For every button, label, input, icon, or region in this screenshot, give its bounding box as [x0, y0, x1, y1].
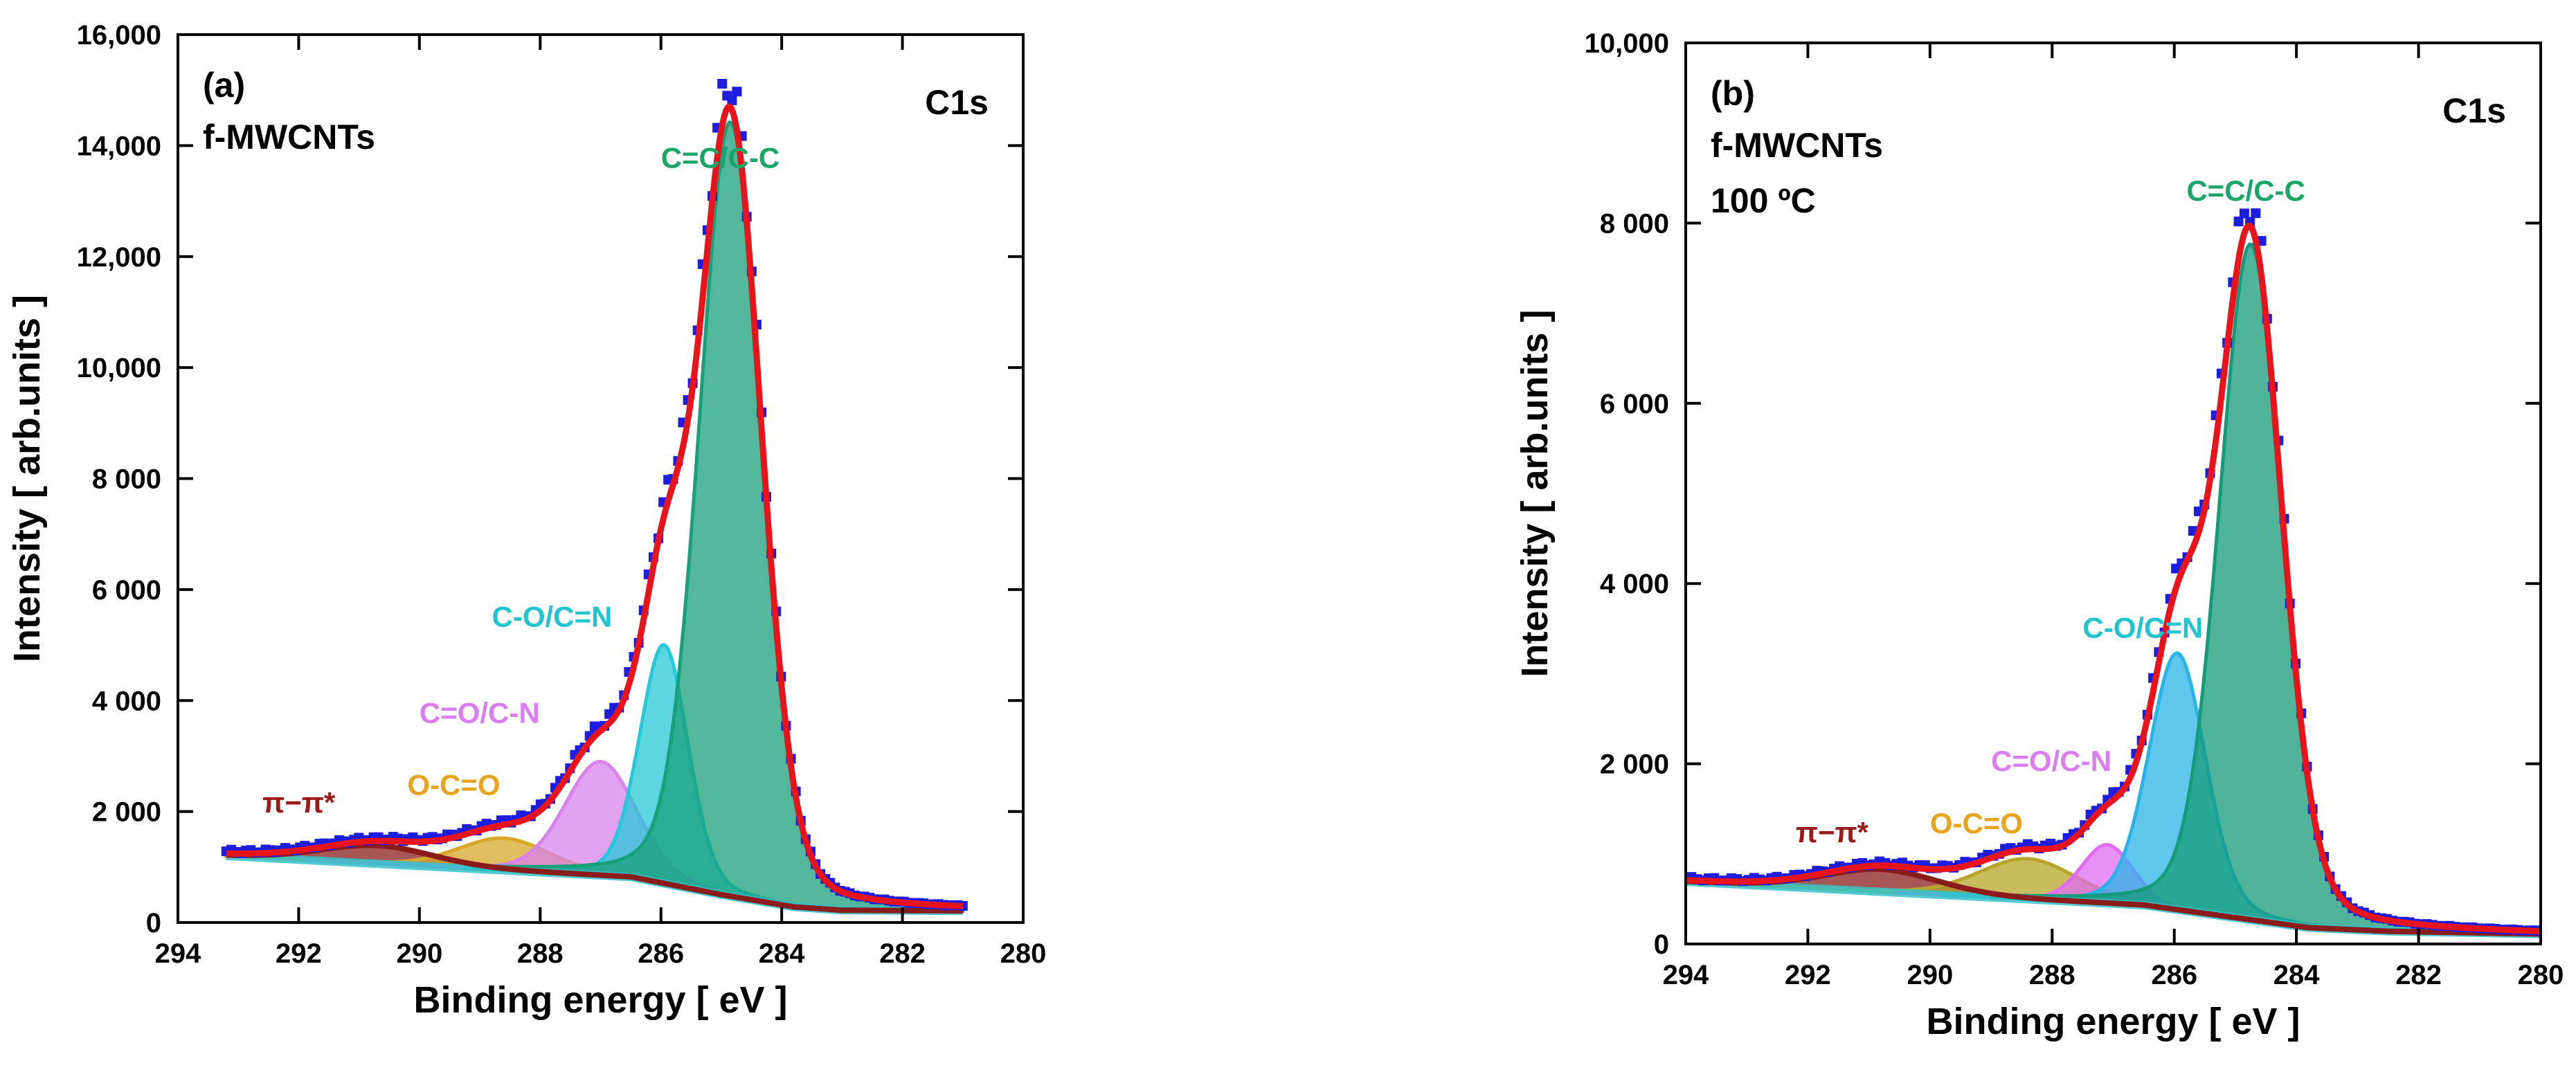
peak-fill-C=C/C-C [471, 120, 965, 913]
peak-label: C=C/C-C [2186, 174, 2305, 207]
spectrum-label: C1s [2442, 91, 2506, 130]
data-point [717, 79, 728, 89]
x-tick-label: 284 [759, 938, 805, 969]
y-tick-label: 16,000 [77, 20, 161, 51]
x-tick-label: 294 [155, 938, 201, 969]
fit-envelope-line [1686, 222, 2541, 935]
peak-label: C-O/C=N [492, 601, 613, 633]
x-tick-label: 286 [638, 938, 684, 969]
spectrum-label: C1s [925, 83, 989, 122]
y-tick-label: 6 000 [92, 575, 161, 606]
y-tick-label: 14,000 [77, 131, 161, 161]
x-tick-label: 282 [2395, 960, 2442, 990]
peak-label: O-C=O [407, 769, 500, 801]
peak-label: C-O/C=N [2082, 611, 2203, 644]
x-tick-label: 292 [1785, 960, 1831, 990]
plot-area [1686, 208, 2541, 938]
x-tick-label: 294 [1663, 960, 1709, 990]
peak-label: O-C=O [1930, 807, 2023, 839]
sample-label: f-MWCNTs [1711, 126, 1883, 165]
data-point [2233, 217, 2244, 226]
data-point [2251, 208, 2261, 219]
x-tick-label: 282 [879, 938, 926, 969]
peak-label: C=O/C-N [420, 696, 540, 729]
plot-frame [1684, 42, 2542, 945]
y-axis-label: Intensity [ arb.units ] [6, 295, 48, 662]
fit-envelope-line [226, 102, 963, 909]
y-tick-label: 8 000 [1600, 208, 1669, 239]
peak-label: π−π* [262, 786, 336, 819]
y-tick-label: 0 [146, 908, 161, 938]
y-tick-label: 10,000 [1585, 28, 1669, 59]
x-tick-label: 286 [2151, 960, 2197, 990]
sample-label: 100 ºC [1711, 181, 1816, 220]
y-tick-label: 2 000 [1600, 750, 1669, 780]
chart-panel-b: 294 292 290 288 286 284 282 280 0 2 000 4 000 6 000… [1514, 28, 2564, 1042]
y-tick-label: 10,000 [77, 353, 161, 383]
data-point [727, 96, 737, 106]
x-tick-label: 280 [2518, 960, 2564, 990]
x-tick-label: 288 [517, 938, 564, 969]
plot-area [221, 79, 968, 916]
x-tick-label: 280 [1000, 938, 1047, 969]
x-tick-label: 290 [396, 938, 442, 969]
y-tick-label: 2 000 [92, 797, 161, 828]
y-axis-label: Intensity [ arb.units ] [1514, 309, 1556, 677]
panel-label: (a) [203, 66, 245, 105]
peak-label: π−π* [1796, 816, 1869, 848]
x-tick-label: 290 [1907, 960, 1953, 990]
y-tick-label: 6 000 [1600, 389, 1669, 419]
x-tick-label: 288 [2029, 960, 2075, 990]
x-axis-label: Binding energy [ eV ] [1926, 1001, 2300, 1042]
y-tick-label: 4 000 [1600, 569, 1669, 599]
data-point [2239, 208, 2249, 219]
data-point [732, 87, 742, 97]
x-axis-label: Binding energy [ eV ] [413, 979, 787, 1021]
y-tick-label: 0 [1654, 929, 1669, 960]
x-tick-label: 284 [2273, 960, 2320, 990]
y-tick-label: 4 000 [92, 686, 161, 716]
chart-panel-a: 294 292 290 288 286 284 282 280 0 2 000 4 000 6 000… [6, 20, 1046, 1021]
peak-label: C=C/C-C [661, 141, 780, 174]
y-tick-label: 12,000 [77, 242, 161, 273]
y-tick-label: 8 000 [92, 464, 161, 495]
peak-label: C=O/C-N [1991, 745, 2111, 777]
x-tick-label: 292 [276, 938, 322, 969]
sample-label: f-MWCNTs [203, 118, 375, 156]
panel-label: (b) [1711, 74, 1755, 113]
